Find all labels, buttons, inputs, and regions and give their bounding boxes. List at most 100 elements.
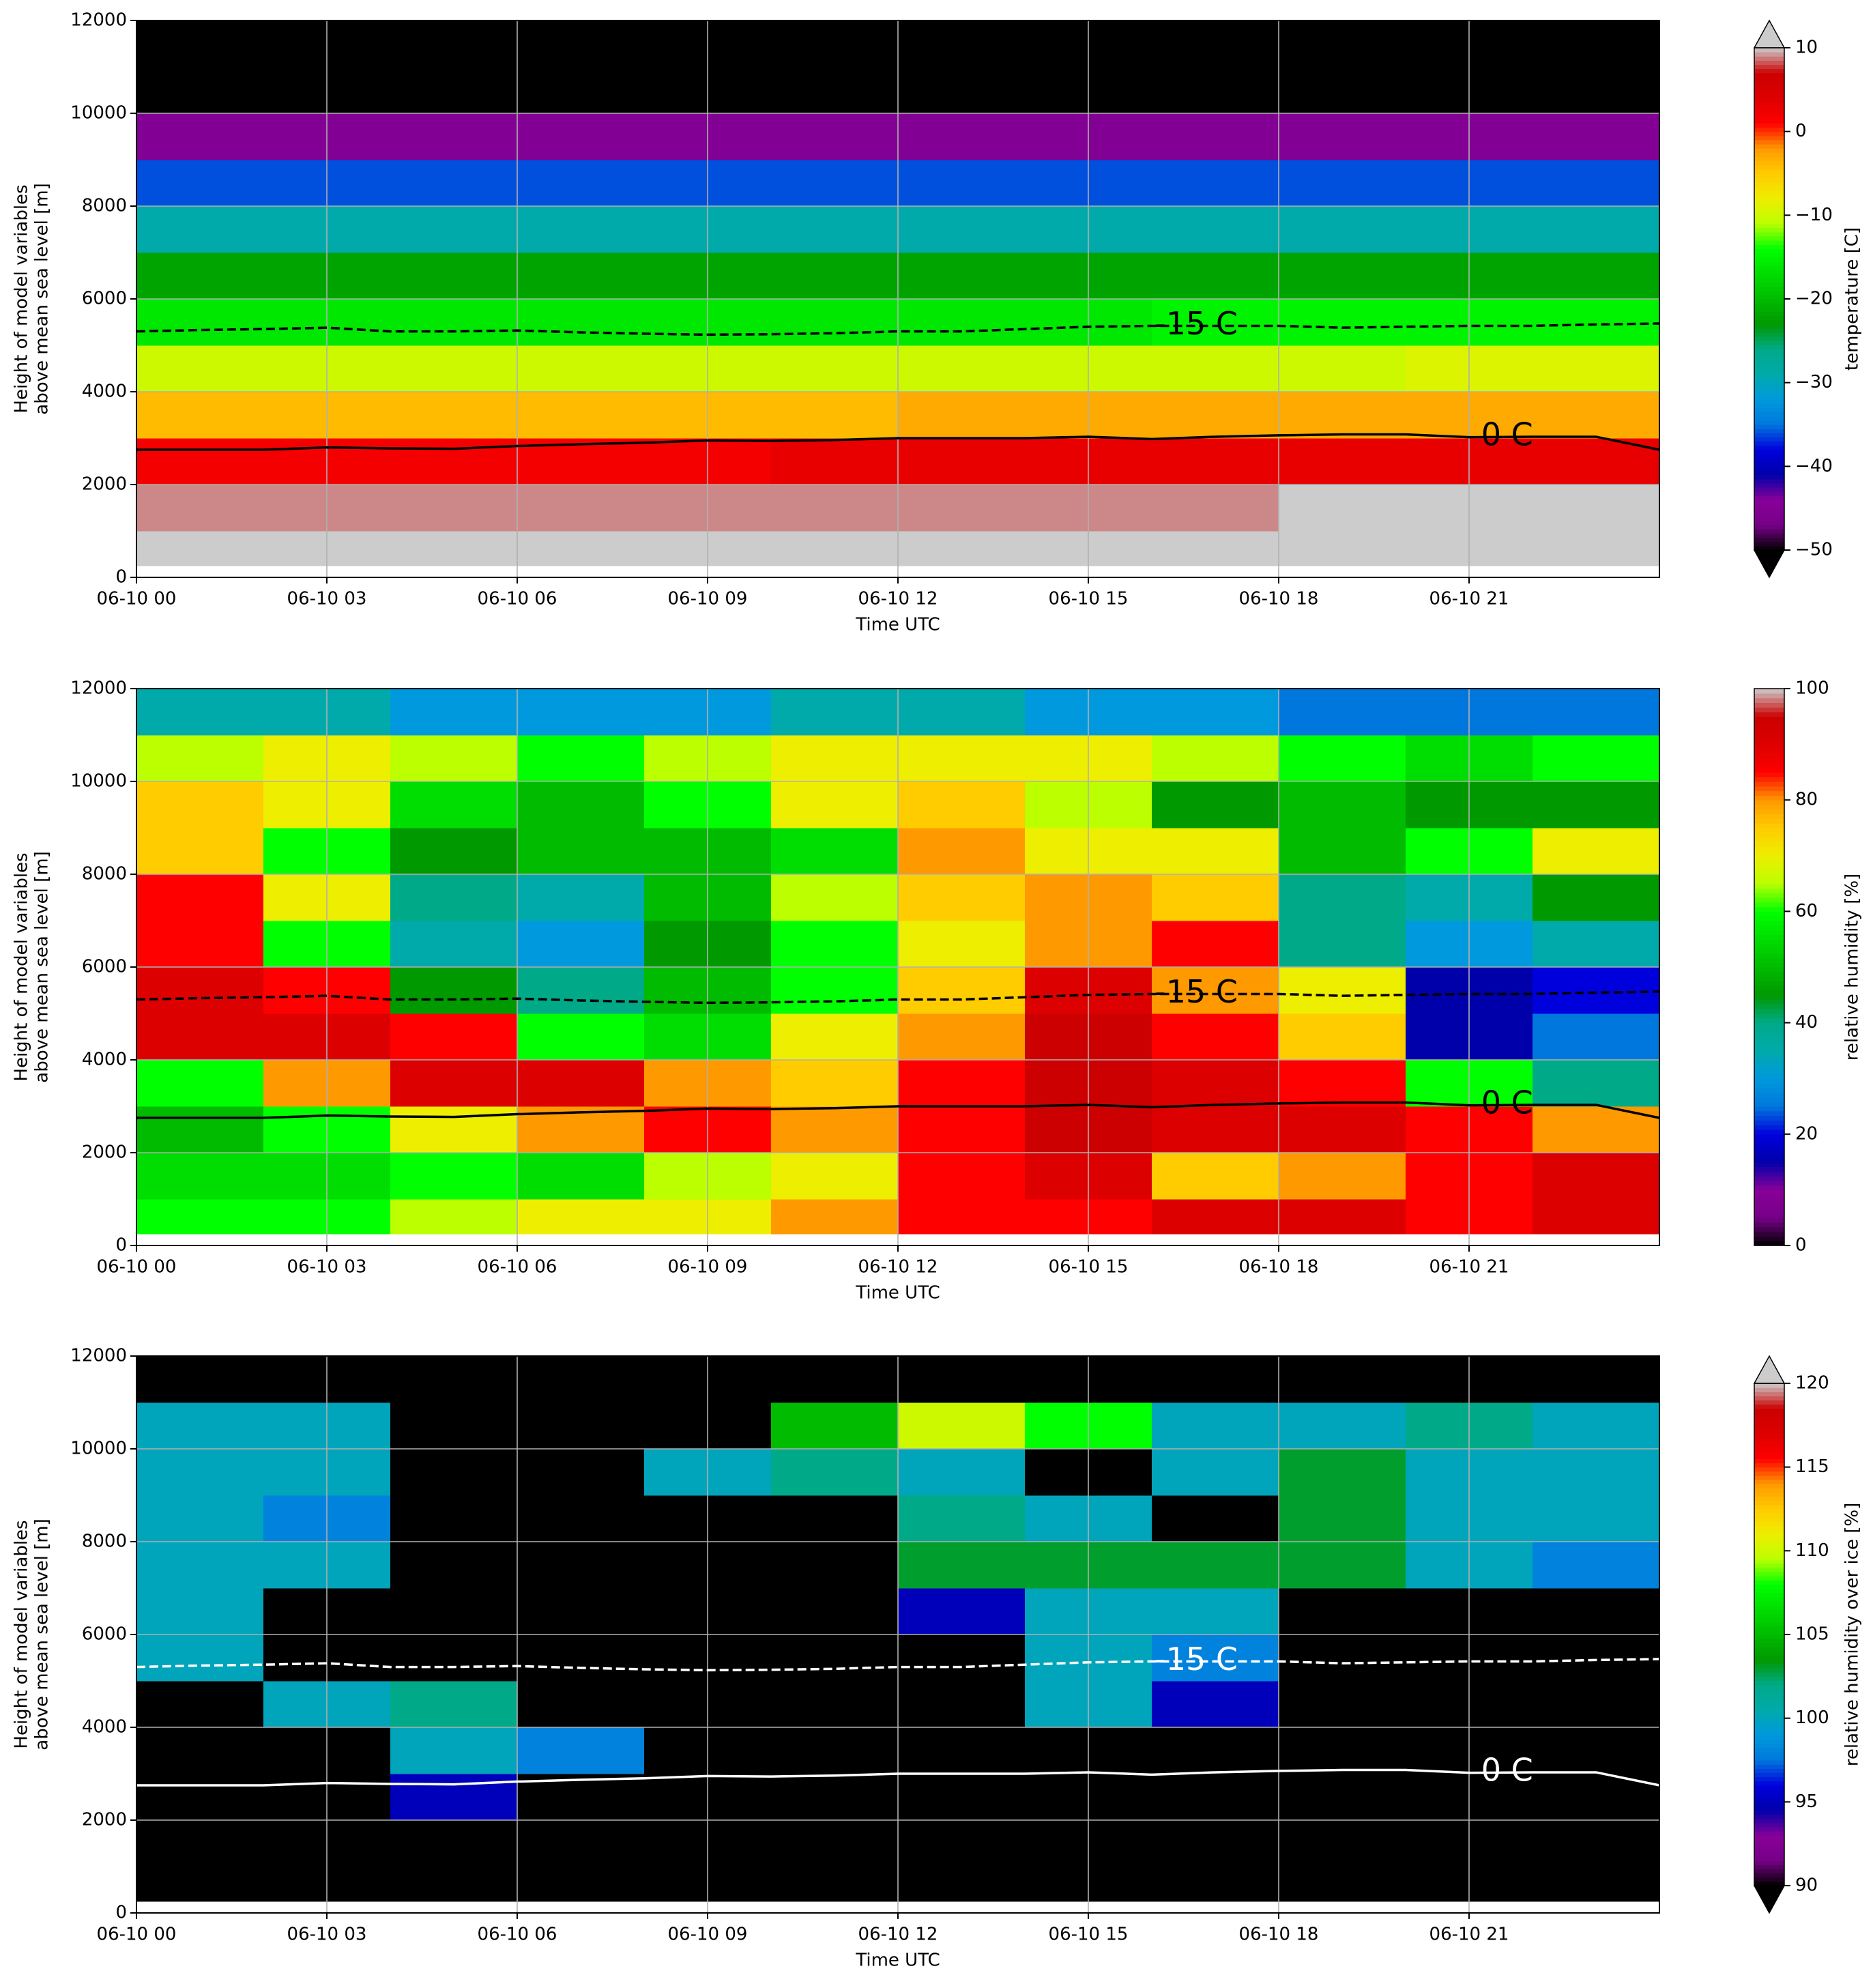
colorbar-segment — [1754, 1592, 1784, 1598]
heatmap-cell — [898, 1402, 1026, 1450]
colorbar-segment — [1754, 1213, 1784, 1218]
heatmap-cell — [1533, 392, 1660, 439]
heatmap-cell — [390, 1013, 518, 1061]
heatmap-cell — [898, 1867, 1026, 1902]
heatmap-cell — [1279, 1449, 1406, 1496]
heatmap-cell — [1279, 1820, 1406, 1867]
heatmap-cell — [1279, 438, 1406, 485]
colorbar-segment — [1754, 72, 1784, 78]
heatmap-cell — [390, 299, 518, 346]
heatmap-cell — [517, 1449, 645, 1496]
contour-label: -15 C — [1155, 1641, 1238, 1677]
colorbar-segment — [1754, 1680, 1784, 1686]
colorbar-segment — [1754, 1087, 1784, 1093]
heatmap-cell — [1533, 1588, 1660, 1635]
heatmap-cell — [136, 1774, 264, 1821]
heatmap-cell — [1533, 1199, 1660, 1235]
contour-line — [136, 1768, 1660, 1787]
heatmap-cell — [1533, 921, 1660, 968]
heatmap-cell — [517, 1542, 645, 1589]
heatmap-cell — [771, 299, 899, 346]
heatmap-cell — [136, 1356, 264, 1403]
colorbar-segment — [1754, 1605, 1784, 1610]
heatmap-cell — [1279, 1588, 1406, 1635]
colorbar-segment — [1754, 730, 1784, 736]
colorbar-segment — [1754, 1572, 1784, 1576]
heatmap-cell — [1279, 345, 1406, 392]
heatmap-cell — [1279, 1495, 1406, 1542]
heatmap-cell — [1152, 20, 1279, 68]
heatmap-cell — [1152, 921, 1279, 968]
colorbar-segment — [1754, 1241, 1784, 1246]
colorbar-segment — [1754, 1684, 1784, 1690]
heatmap-cell — [1533, 735, 1660, 782]
colorbar-segment — [1754, 386, 1784, 392]
colorbar-segment — [1754, 1509, 1784, 1514]
colorbar-segment — [1754, 215, 1784, 220]
heatmap-cell — [136, 206, 264, 253]
heatmap-cell — [898, 828, 1026, 875]
colorbar-label: relative humidity [%] — [1842, 874, 1863, 1061]
colorbar-segment — [1754, 106, 1784, 111]
x-tick-label: 06-10 21 — [1429, 1925, 1509, 1945]
colorbar-segment — [1754, 786, 1784, 792]
colorbar-segment — [1754, 1743, 1784, 1748]
colorbar-segment — [1754, 286, 1784, 291]
colorbar-segment — [1754, 1634, 1784, 1639]
heatmap-cell — [136, 1402, 264, 1450]
heatmap-cell — [136, 1820, 264, 1867]
colorbar-segment — [1754, 707, 1784, 712]
colorbar-segment — [1754, 1655, 1784, 1660]
heatmap-cell — [136, 689, 264, 736]
heatmap-cell — [1533, 531, 1660, 566]
colorbar-label: relative humidity over ice [%] — [1842, 1503, 1863, 1766]
x-tick-label: 06-10 12 — [858, 589, 938, 609]
heatmap-cell — [136, 438, 264, 485]
y-tick-label: 6000 — [82, 957, 127, 977]
heatmap-cell — [136, 781, 264, 829]
colorbar-segment — [1754, 529, 1784, 534]
colorbar-segment — [1754, 366, 1784, 371]
heatmap-cell — [1152, 392, 1279, 439]
colorbar-segment — [1754, 231, 1784, 237]
heatmap-cell — [1533, 1013, 1660, 1061]
colorbar-segment — [1754, 739, 1784, 745]
colorbar-segment — [1754, 1404, 1784, 1409]
y-tick-label: 8000 — [82, 1531, 127, 1552]
colorbar-segment — [1754, 115, 1784, 119]
y-tick-label: 8000 — [82, 864, 127, 884]
colorbar-segment — [1754, 1504, 1784, 1510]
colorbar-segment — [1754, 1676, 1784, 1682]
colorbar-segment — [1754, 795, 1784, 801]
heatmap-cell — [390, 20, 518, 68]
heatmap-cell — [517, 1153, 645, 1200]
colorbar-segment — [1754, 916, 1784, 921]
colorbar-segment — [1754, 449, 1784, 455]
colorbar-segment — [1754, 1831, 1784, 1836]
heatmap-cell — [517, 1199, 645, 1235]
heatmap-cell — [390, 1356, 518, 1403]
heatmap-cell — [1533, 1402, 1660, 1450]
heatmap-cell — [1152, 1199, 1279, 1235]
heatmap-cell — [771, 438, 899, 485]
heatmap-cell — [771, 531, 899, 566]
heatmap-cell — [136, 1495, 264, 1542]
x-tick-label: 06-10 18 — [1239, 589, 1319, 609]
heatmap-cell — [1152, 828, 1279, 875]
colorbar-segment — [1754, 944, 1784, 949]
colorbar-segment — [1754, 135, 1784, 141]
y-tick-label: 4000 — [82, 1050, 127, 1070]
colorbar-segment — [1754, 1580, 1784, 1585]
colorbar-segment — [1754, 693, 1784, 699]
colorbar-segment — [1754, 1092, 1784, 1097]
heatmap-cell — [1279, 828, 1406, 875]
colorbar-segment — [1754, 1488, 1784, 1493]
colorbar-segment — [1754, 1437, 1784, 1443]
colorbar-segment — [1754, 1747, 1784, 1753]
colorbar-segment — [1754, 1588, 1784, 1594]
heatmap-cell — [517, 735, 645, 782]
heatmap-cell — [1152, 531, 1279, 566]
heatmap-cell — [1279, 253, 1406, 300]
colorbar-segment — [1754, 1877, 1784, 1882]
colorbar-segment — [1754, 139, 1784, 145]
